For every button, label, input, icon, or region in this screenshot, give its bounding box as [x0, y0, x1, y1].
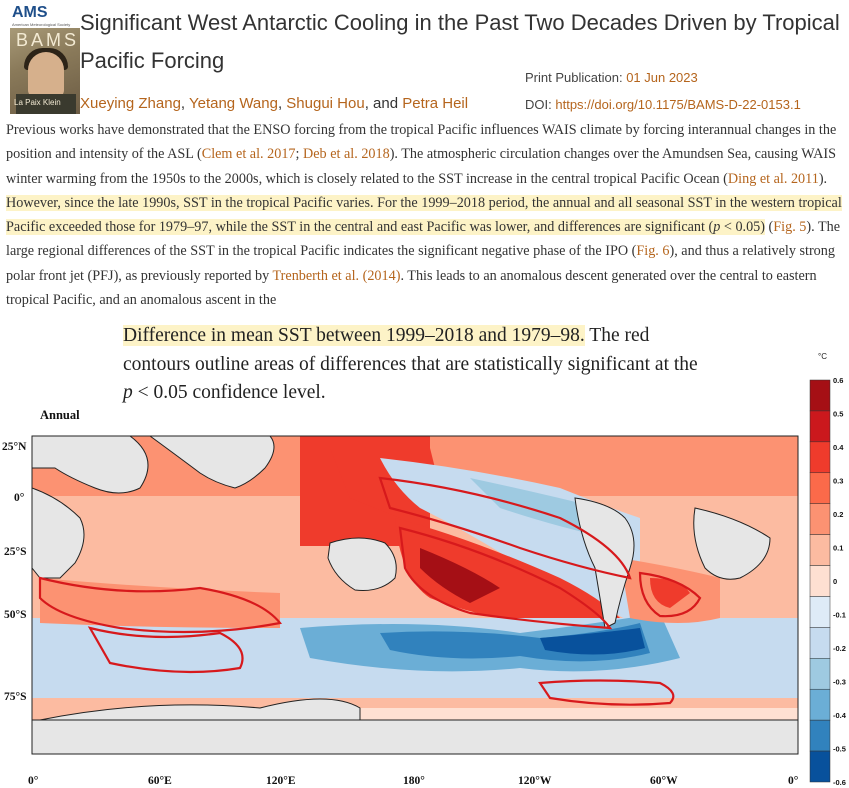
colorbar: 0.6 0.5 0.4 0.3 0.2 0.1 0 -0.1 -0.2 -0.3 -0.4 -0.5 -…	[809, 376, 847, 787]
article-paragraph: Previous works have demonstrated that th…	[6, 122, 842, 309]
figure-link[interactable]: Fig. 6	[636, 243, 670, 260]
ams-logo: AMS	[12, 4, 48, 21]
colorbar-swatch	[809, 750, 831, 783]
citation-link[interactable]: Deb et al. 2018	[303, 146, 390, 163]
map-field	[32, 436, 798, 754]
lon-label: 0°	[788, 775, 799, 787]
author-list: Xueying Zhang, Yetang Wang, Shugui Hou, …	[80, 95, 469, 112]
colorbar-swatch	[809, 596, 831, 628]
colorbar-tick-label: 0	[833, 577, 837, 586]
doi-link[interactable]: https://doi.org/10.1175/BAMS-D-22-0153.1	[555, 97, 801, 112]
colorbar-tick-label: 0.5	[833, 410, 843, 419]
citation-link[interactable]: Clem et al. 2017	[201, 146, 296, 163]
colorbar-swatch	[809, 534, 831, 566]
colorbar-tick-label: -0.3	[833, 678, 846, 687]
doi: DOI: https://doi.org/10.1175/BAMS-D-22-0…	[525, 97, 801, 112]
lat-label: 25°N	[2, 441, 27, 453]
colorbar-swatch	[809, 627, 831, 659]
print-publication-date: 01 Jun 2023	[626, 70, 698, 85]
colorbar-swatch	[809, 658, 831, 690]
colorbar-tick-label: 0.3	[833, 477, 843, 486]
figure-caption: Difference in mean SST between 1999–2018…	[123, 325, 698, 403]
lat-label: 50°S	[4, 609, 27, 621]
lat-label: 75°S	[4, 691, 27, 703]
colorbar-tick-label: 0.1	[833, 544, 843, 553]
journal-logo[interactable]: AMS American Meteorological Society BAMS…	[6, 2, 80, 114]
colorbar-swatch	[809, 472, 831, 504]
colorbar-tick-label: -0.2	[833, 644, 846, 653]
colorbar-tick-label: 0.6	[833, 376, 843, 385]
lon-label: 0°	[28, 775, 39, 787]
colorbar-swatch	[809, 719, 831, 752]
caption-highlight: Difference in mean SST between 1999–2018…	[123, 325, 585, 346]
lon-label: 120°E	[266, 775, 296, 787]
colorbar-tick-label: 0.4	[833, 443, 844, 452]
colorbar-tick-label: -0.6	[833, 778, 846, 787]
colorbar-swatch	[809, 379, 831, 412]
highlighted-text: However, since the late 1990s, SST in th…	[6, 194, 842, 236]
print-publication: Print Publication: 01 Jun 2023	[525, 70, 698, 85]
cover-title: BAMS	[16, 30, 80, 50]
colorbar-swatch	[809, 688, 831, 721]
article-title: Significant West Antarctic Cooling in th…	[80, 10, 840, 73]
colorbar-swatch	[809, 565, 831, 597]
colorbar-unit: °C	[818, 352, 827, 361]
sst-difference-map: 25°N 0° 25°S 50°S 75°S 0° 60°E 120°E 180…	[2, 435, 799, 787]
author-link[interactable]: Yetang Wang	[188, 95, 278, 112]
author-link[interactable]: Shugui Hou	[286, 95, 365, 112]
colorbar-tick-label: 0.2	[833, 510, 843, 519]
author-link[interactable]: Xueying Zhang	[80, 95, 181, 112]
lon-label: 60°E	[148, 775, 172, 787]
colorbar-swatch	[809, 441, 831, 474]
lon-label: 120°W	[518, 775, 552, 787]
lat-label: 25°S	[4, 546, 27, 558]
lat-label: 0°	[14, 492, 25, 504]
journal-cover-image[interactable]: BAMS La Paix Klein	[10, 28, 80, 114]
lon-label: 60°W	[650, 775, 678, 787]
colorbar-tick-label: -0.1	[833, 611, 846, 620]
cover-footer: La Paix Klein	[14, 98, 61, 107]
colorbar-tick-label: -0.4	[833, 711, 847, 720]
colorbar-tick-label: -0.5	[833, 745, 846, 754]
citation-link[interactable]: Ding et al. 2011	[727, 170, 819, 187]
lon-label: 180°	[403, 775, 425, 787]
panel-label: Annual	[40, 408, 80, 422]
ams-logo-subtext: American Meteorological Society	[12, 22, 71, 27]
colorbar-swatch	[809, 410, 831, 443]
colorbar-swatch	[809, 503, 831, 535]
figure-link[interactable]: Fig. 5	[773, 219, 807, 236]
significance-contours	[38, 476, 702, 706]
author-link[interactable]: Petra Heil	[402, 95, 469, 112]
citation-link[interactable]: Trenberth et al. (2014)	[272, 267, 401, 284]
